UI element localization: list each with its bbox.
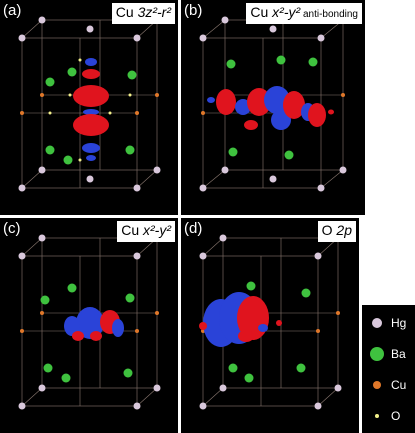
panel-b-letter: (b) (184, 2, 203, 19)
legend-label-cu: Cu (391, 378, 407, 392)
panel-c-letter: (c) (3, 220, 21, 237)
panel-d-title: O 2p (317, 221, 356, 242)
legend-label-hg: Hg (391, 316, 407, 330)
panel-a-structure (18, 16, 161, 192)
panel-b: (b) Cu x²-y² anti-bonding (181, 0, 365, 215)
legend-label-o: O (391, 409, 401, 423)
panel-a: (a) Cu 3z²-r² (0, 0, 178, 215)
panel-d: (d) O 2p (181, 218, 359, 433)
cu-atom-icon (373, 381, 381, 389)
panel-c-title: Cu x²-y² (117, 221, 175, 242)
panel-b-title: Cu x²-y² anti-bonding (246, 3, 362, 24)
ba-atom-icon (370, 347, 384, 361)
legend-item-cu: Cu (362, 375, 415, 395)
legend-item-o: O (362, 406, 415, 426)
o-atom-icon (375, 414, 379, 418)
panel-a-letter: (a) (3, 2, 22, 19)
panel-b-structure (199, 16, 347, 192)
panel-b-orbital (207, 86, 334, 130)
atom-legend: Hg Ba Cu O (362, 305, 415, 433)
panel-a-title: Cu 3z²-r² (111, 3, 175, 24)
panel-d-letter: (d) (184, 220, 203, 237)
panel-d-orbital (199, 292, 282, 347)
panel-c: (c) Cu x²-y² (0, 218, 178, 433)
panel-d-structure (199, 234, 342, 410)
legend-item-hg: Hg (362, 313, 415, 333)
legend-label-ba: Ba (391, 347, 406, 361)
legend-item-ba: Ba (362, 344, 415, 364)
panel-c-structure (18, 234, 161, 410)
panel-a-orbital (73, 58, 109, 161)
hg-atom-icon (372, 318, 382, 328)
panel-c-orbital (64, 307, 124, 341)
